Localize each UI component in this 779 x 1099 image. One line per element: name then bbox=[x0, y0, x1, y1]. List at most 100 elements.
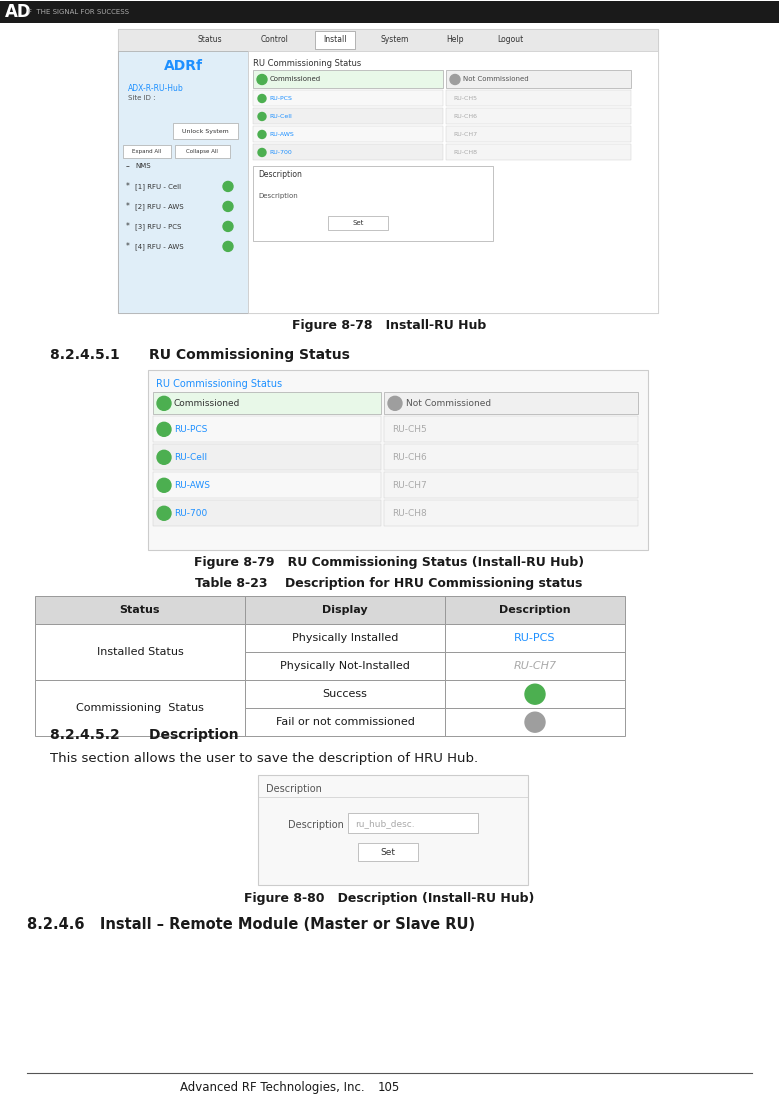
FancyBboxPatch shape bbox=[153, 417, 381, 442]
Circle shape bbox=[258, 148, 266, 156]
Text: Figure 8-79   RU Commissioning Status (Install-RU Hub): Figure 8-79 RU Commissioning Status (Ins… bbox=[194, 556, 584, 569]
FancyBboxPatch shape bbox=[445, 680, 625, 708]
Text: 8.2.4.5.1      RU Commissioning Status: 8.2.4.5.1 RU Commissioning Status bbox=[50, 348, 350, 363]
FancyBboxPatch shape bbox=[328, 217, 388, 231]
Text: RU-Cell: RU-Cell bbox=[174, 453, 207, 462]
Text: ADX-R-RU-Hub: ADX-R-RU-Hub bbox=[128, 84, 184, 93]
FancyBboxPatch shape bbox=[35, 680, 245, 736]
Text: Advanced RF Technologies, Inc.: Advanced RF Technologies, Inc. bbox=[180, 1080, 365, 1094]
Text: RU-CH7: RU-CH7 bbox=[453, 132, 477, 137]
Text: RU Commissioning Status: RU Commissioning Status bbox=[156, 379, 282, 389]
Text: RU-CH7: RU-CH7 bbox=[392, 480, 427, 490]
FancyBboxPatch shape bbox=[255, 31, 295, 48]
Text: Site ID :: Site ID : bbox=[128, 96, 156, 101]
Text: This section allows the user to save the description of HRU Hub.: This section allows the user to save the… bbox=[50, 752, 478, 765]
Text: Figure 8-78   Install-RU Hub: Figure 8-78 Install-RU Hub bbox=[292, 319, 486, 332]
FancyBboxPatch shape bbox=[258, 775, 528, 885]
Circle shape bbox=[258, 131, 266, 138]
Circle shape bbox=[257, 75, 267, 85]
FancyBboxPatch shape bbox=[445, 597, 625, 624]
Circle shape bbox=[450, 75, 460, 85]
FancyBboxPatch shape bbox=[245, 652, 445, 680]
Text: Description: Description bbox=[266, 785, 322, 795]
FancyBboxPatch shape bbox=[445, 652, 625, 680]
Text: Description: Description bbox=[288, 820, 344, 830]
FancyBboxPatch shape bbox=[445, 708, 625, 736]
FancyBboxPatch shape bbox=[173, 123, 238, 140]
Text: Installed Status: Installed Status bbox=[97, 647, 183, 657]
Circle shape bbox=[157, 397, 171, 410]
Circle shape bbox=[388, 397, 402, 410]
Text: Set: Set bbox=[352, 221, 364, 226]
FancyBboxPatch shape bbox=[384, 417, 638, 442]
Text: RU-PCS: RU-PCS bbox=[174, 425, 207, 434]
Text: F  THE SIGNAL FOR SUCCESS: F THE SIGNAL FOR SUCCESS bbox=[28, 9, 129, 14]
FancyBboxPatch shape bbox=[384, 473, 638, 498]
Text: Control: Control bbox=[261, 35, 289, 44]
FancyBboxPatch shape bbox=[35, 597, 245, 624]
Text: RU Commissioning Status: RU Commissioning Status bbox=[253, 59, 361, 68]
FancyBboxPatch shape bbox=[253, 166, 493, 242]
Text: RU-CH7: RU-CH7 bbox=[513, 662, 556, 671]
Text: System: System bbox=[381, 35, 409, 44]
Text: Help: Help bbox=[446, 35, 464, 44]
Text: RU-CH8: RU-CH8 bbox=[392, 509, 427, 518]
Text: RU-AWS: RU-AWS bbox=[174, 480, 210, 490]
Text: RU-CH8: RU-CH8 bbox=[453, 149, 477, 155]
Text: RU-AWS: RU-AWS bbox=[269, 132, 294, 137]
FancyBboxPatch shape bbox=[445, 624, 625, 652]
FancyBboxPatch shape bbox=[253, 109, 443, 124]
Text: 8.2.4.6   Install – Remote Module (Master or Slave RU): 8.2.4.6 Install – Remote Module (Master … bbox=[27, 917, 475, 932]
Text: Description: Description bbox=[258, 193, 298, 199]
Text: RU-Cell: RU-Cell bbox=[269, 114, 292, 119]
Text: [4] RFU - AWS: [4] RFU - AWS bbox=[135, 243, 184, 249]
FancyBboxPatch shape bbox=[446, 109, 631, 124]
FancyBboxPatch shape bbox=[245, 597, 445, 624]
FancyBboxPatch shape bbox=[245, 680, 445, 708]
Text: Status: Status bbox=[198, 35, 222, 44]
FancyBboxPatch shape bbox=[384, 500, 638, 526]
FancyBboxPatch shape bbox=[315, 31, 355, 48]
FancyBboxPatch shape bbox=[153, 500, 381, 526]
Text: Not Commissioned: Not Commissioned bbox=[463, 77, 529, 82]
Circle shape bbox=[157, 507, 171, 520]
FancyBboxPatch shape bbox=[446, 126, 631, 143]
Text: *: * bbox=[126, 242, 130, 251]
Text: Description: Description bbox=[258, 170, 302, 179]
FancyBboxPatch shape bbox=[435, 31, 475, 48]
Circle shape bbox=[223, 181, 233, 191]
Text: RU-PCS: RU-PCS bbox=[514, 633, 555, 643]
Circle shape bbox=[223, 221, 233, 232]
Text: 105: 105 bbox=[378, 1080, 400, 1094]
FancyBboxPatch shape bbox=[375, 31, 415, 48]
Text: RU-CH5: RU-CH5 bbox=[453, 96, 477, 101]
Text: Collapse All: Collapse All bbox=[186, 149, 218, 154]
Text: AD: AD bbox=[5, 2, 32, 21]
Text: RU-700: RU-700 bbox=[269, 149, 292, 155]
Text: RU-CH6: RU-CH6 bbox=[453, 114, 477, 119]
Text: Display: Display bbox=[323, 606, 368, 615]
FancyBboxPatch shape bbox=[148, 370, 648, 551]
Circle shape bbox=[525, 685, 545, 704]
FancyBboxPatch shape bbox=[253, 144, 443, 160]
Text: [1] RFU - Cell: [1] RFU - Cell bbox=[135, 184, 182, 190]
Text: RU-700: RU-700 bbox=[174, 509, 207, 518]
Text: Physically Not-Installed: Physically Not-Installed bbox=[280, 662, 410, 671]
Text: Status: Status bbox=[120, 606, 160, 615]
Text: NMS: NMS bbox=[135, 164, 150, 169]
Text: Table 8-23    Description for HRU Commissioning status: Table 8-23 Description for HRU Commissio… bbox=[196, 577, 583, 590]
Text: *: * bbox=[126, 222, 130, 231]
Text: ru_hub_desc.: ru_hub_desc. bbox=[355, 819, 414, 828]
Text: Commissioned: Commissioned bbox=[174, 399, 241, 408]
FancyBboxPatch shape bbox=[248, 51, 658, 313]
FancyBboxPatch shape bbox=[384, 444, 638, 470]
Text: Physically Installed: Physically Installed bbox=[292, 633, 398, 643]
FancyBboxPatch shape bbox=[153, 473, 381, 498]
Text: Unlock System: Unlock System bbox=[182, 129, 228, 134]
FancyBboxPatch shape bbox=[118, 29, 658, 313]
FancyBboxPatch shape bbox=[490, 31, 530, 48]
FancyBboxPatch shape bbox=[358, 843, 418, 862]
Text: Figure 8-80   Description (Install-RU Hub): Figure 8-80 Description (Install-RU Hub) bbox=[244, 891, 534, 904]
Text: Expand All: Expand All bbox=[132, 149, 161, 154]
Text: RU-PCS: RU-PCS bbox=[269, 96, 292, 101]
